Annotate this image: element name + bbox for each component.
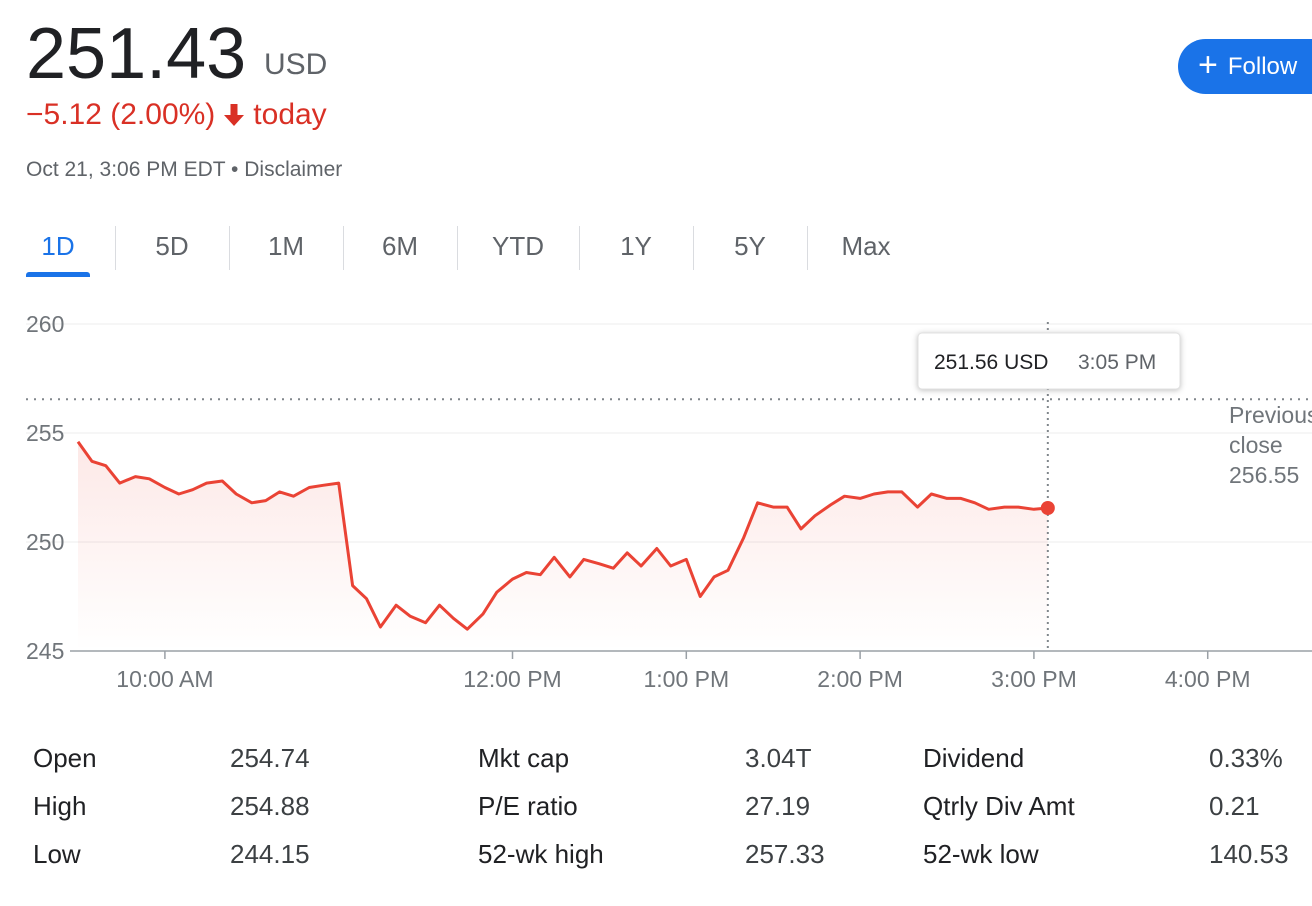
stat-value-dividend: 0.33%: [1209, 743, 1283, 773]
stat-value-open: 254.74: [230, 743, 310, 773]
prev-close-value: 256.55: [1229, 462, 1299, 488]
x-tick-label: 1:00 PM: [643, 666, 729, 692]
y-tick-label: 250: [26, 529, 64, 555]
current-price: 251.43: [26, 14, 247, 94]
tooltip-price: 251.56 USD: [934, 351, 1048, 374]
follow-label: Follow: [1227, 52, 1298, 80]
stat-label-52wk-high: 52-wk high: [478, 839, 604, 869]
tab-label: 6M: [381, 231, 419, 261]
x-tick-label: 2:00 PM: [817, 666, 903, 692]
price-chart[interactable]: 260 255 250 245 10:00 AM 12:00 PM 1:00 PM 2:00…: [0, 300, 1312, 710]
stat-value-mkt-cap: 3.04T: [745, 743, 812, 773]
quote-timestamp: Oct 21, 3:06 PM EDT: [26, 158, 226, 181]
y-axis-ticks: 260 255 250 245: [26, 311, 64, 664]
tab-1y[interactable]: 1Y: [602, 225, 670, 277]
tab-divider: [115, 226, 116, 270]
hover-point: [1040, 500, 1055, 515]
stat-label-open: Open: [33, 743, 97, 773]
tab-label: 1Y: [620, 231, 652, 261]
tab-label: 1D: [41, 231, 75, 261]
tab-label: 5D: [155, 231, 189, 261]
prev-close-label-line2: close: [1229, 432, 1283, 458]
stat-label-low: Low: [33, 839, 81, 869]
stat-label-52wk-low: 52-wk low: [923, 839, 1039, 869]
range-tabs: 1D 5D 1M 6M YTD 1Y 5Y Max: [0, 225, 1312, 277]
y-tick-label: 255: [26, 420, 64, 446]
y-tick-label: 260: [26, 311, 64, 337]
change-period: today: [253, 98, 327, 131]
hover-tooltip: 251.56 USD 3:05 PM: [917, 332, 1181, 390]
x-axis-ticks: 10:00 AM 12:00 PM 1:00 PM 2:00 PM 3:00 PM 4:0…: [116, 651, 1251, 692]
tab-divider: [457, 226, 458, 270]
tab-1d[interactable]: 1D: [26, 225, 90, 277]
meta-separator: •: [231, 158, 239, 181]
tab-label: 5Y: [734, 231, 766, 261]
tab-divider: [693, 226, 694, 270]
tab-max[interactable]: Max: [830, 225, 902, 277]
tab-1m[interactable]: 1M: [252, 225, 320, 277]
quote-meta: Oct 21, 3:06 PM EDT • Disclaimer: [26, 158, 342, 182]
tab-6m[interactable]: 6M: [366, 225, 434, 277]
tab-divider: [343, 226, 344, 270]
price-area-fill: [78, 441, 1048, 651]
price-change: −5.12 (2.00%) today: [26, 98, 327, 132]
tab-label: YTD: [492, 231, 544, 261]
tooltip-time: 3:05 PM: [1078, 351, 1156, 374]
x-tick-label: 4:00 PM: [1165, 666, 1251, 692]
tab-5y[interactable]: 5Y: [716, 225, 784, 277]
tab-ytd[interactable]: YTD: [478, 225, 558, 277]
stat-label-pe-ratio: P/E ratio: [478, 791, 578, 821]
stat-label-high: High: [33, 791, 87, 821]
plus-icon: +: [1198, 46, 1218, 84]
prev-close-label-line1: Previous: [1229, 402, 1312, 428]
stat-label-mkt-cap: Mkt cap: [478, 743, 570, 773]
stat-value-high: 254.88: [230, 791, 310, 821]
follow-button[interactable]: + Follow: [1178, 39, 1312, 94]
stat-value-low: 244.15: [230, 839, 310, 869]
tab-divider: [579, 226, 580, 270]
stat-value-52wk-high: 257.33: [745, 839, 825, 869]
arrow-down-icon: [223, 103, 245, 127]
stat-value-qtrly-div: 0.21: [1209, 791, 1260, 821]
tab-divider: [807, 226, 808, 270]
tab-label: 1M: [267, 231, 305, 261]
change-value: −5.12 (2.00%): [26, 98, 216, 131]
stat-label-qtrly-div: Qtrly Div Amt: [923, 791, 1075, 821]
x-tick-label: 10:00 AM: [116, 666, 213, 692]
tab-label: Max: [841, 231, 891, 261]
stat-value-52wk-low: 140.53: [1209, 839, 1289, 869]
price-line: [76, 440, 1048, 631]
x-tick-label: 3:00 PM: [991, 666, 1077, 692]
currency-label: USD: [264, 48, 328, 81]
tab-divider: [229, 226, 230, 270]
stat-value-pe-ratio: 27.19: [745, 791, 811, 821]
tab-5d[interactable]: 5D: [138, 225, 206, 277]
disclaimer-link[interactable]: Disclaimer: [244, 158, 343, 181]
y-tick-label: 245: [26, 638, 64, 664]
x-tick-label: 12:00 PM: [463, 666, 561, 692]
previous-close-label: Previous close 256.55: [1229, 402, 1312, 488]
stat-label-dividend: Dividend: [923, 743, 1025, 773]
